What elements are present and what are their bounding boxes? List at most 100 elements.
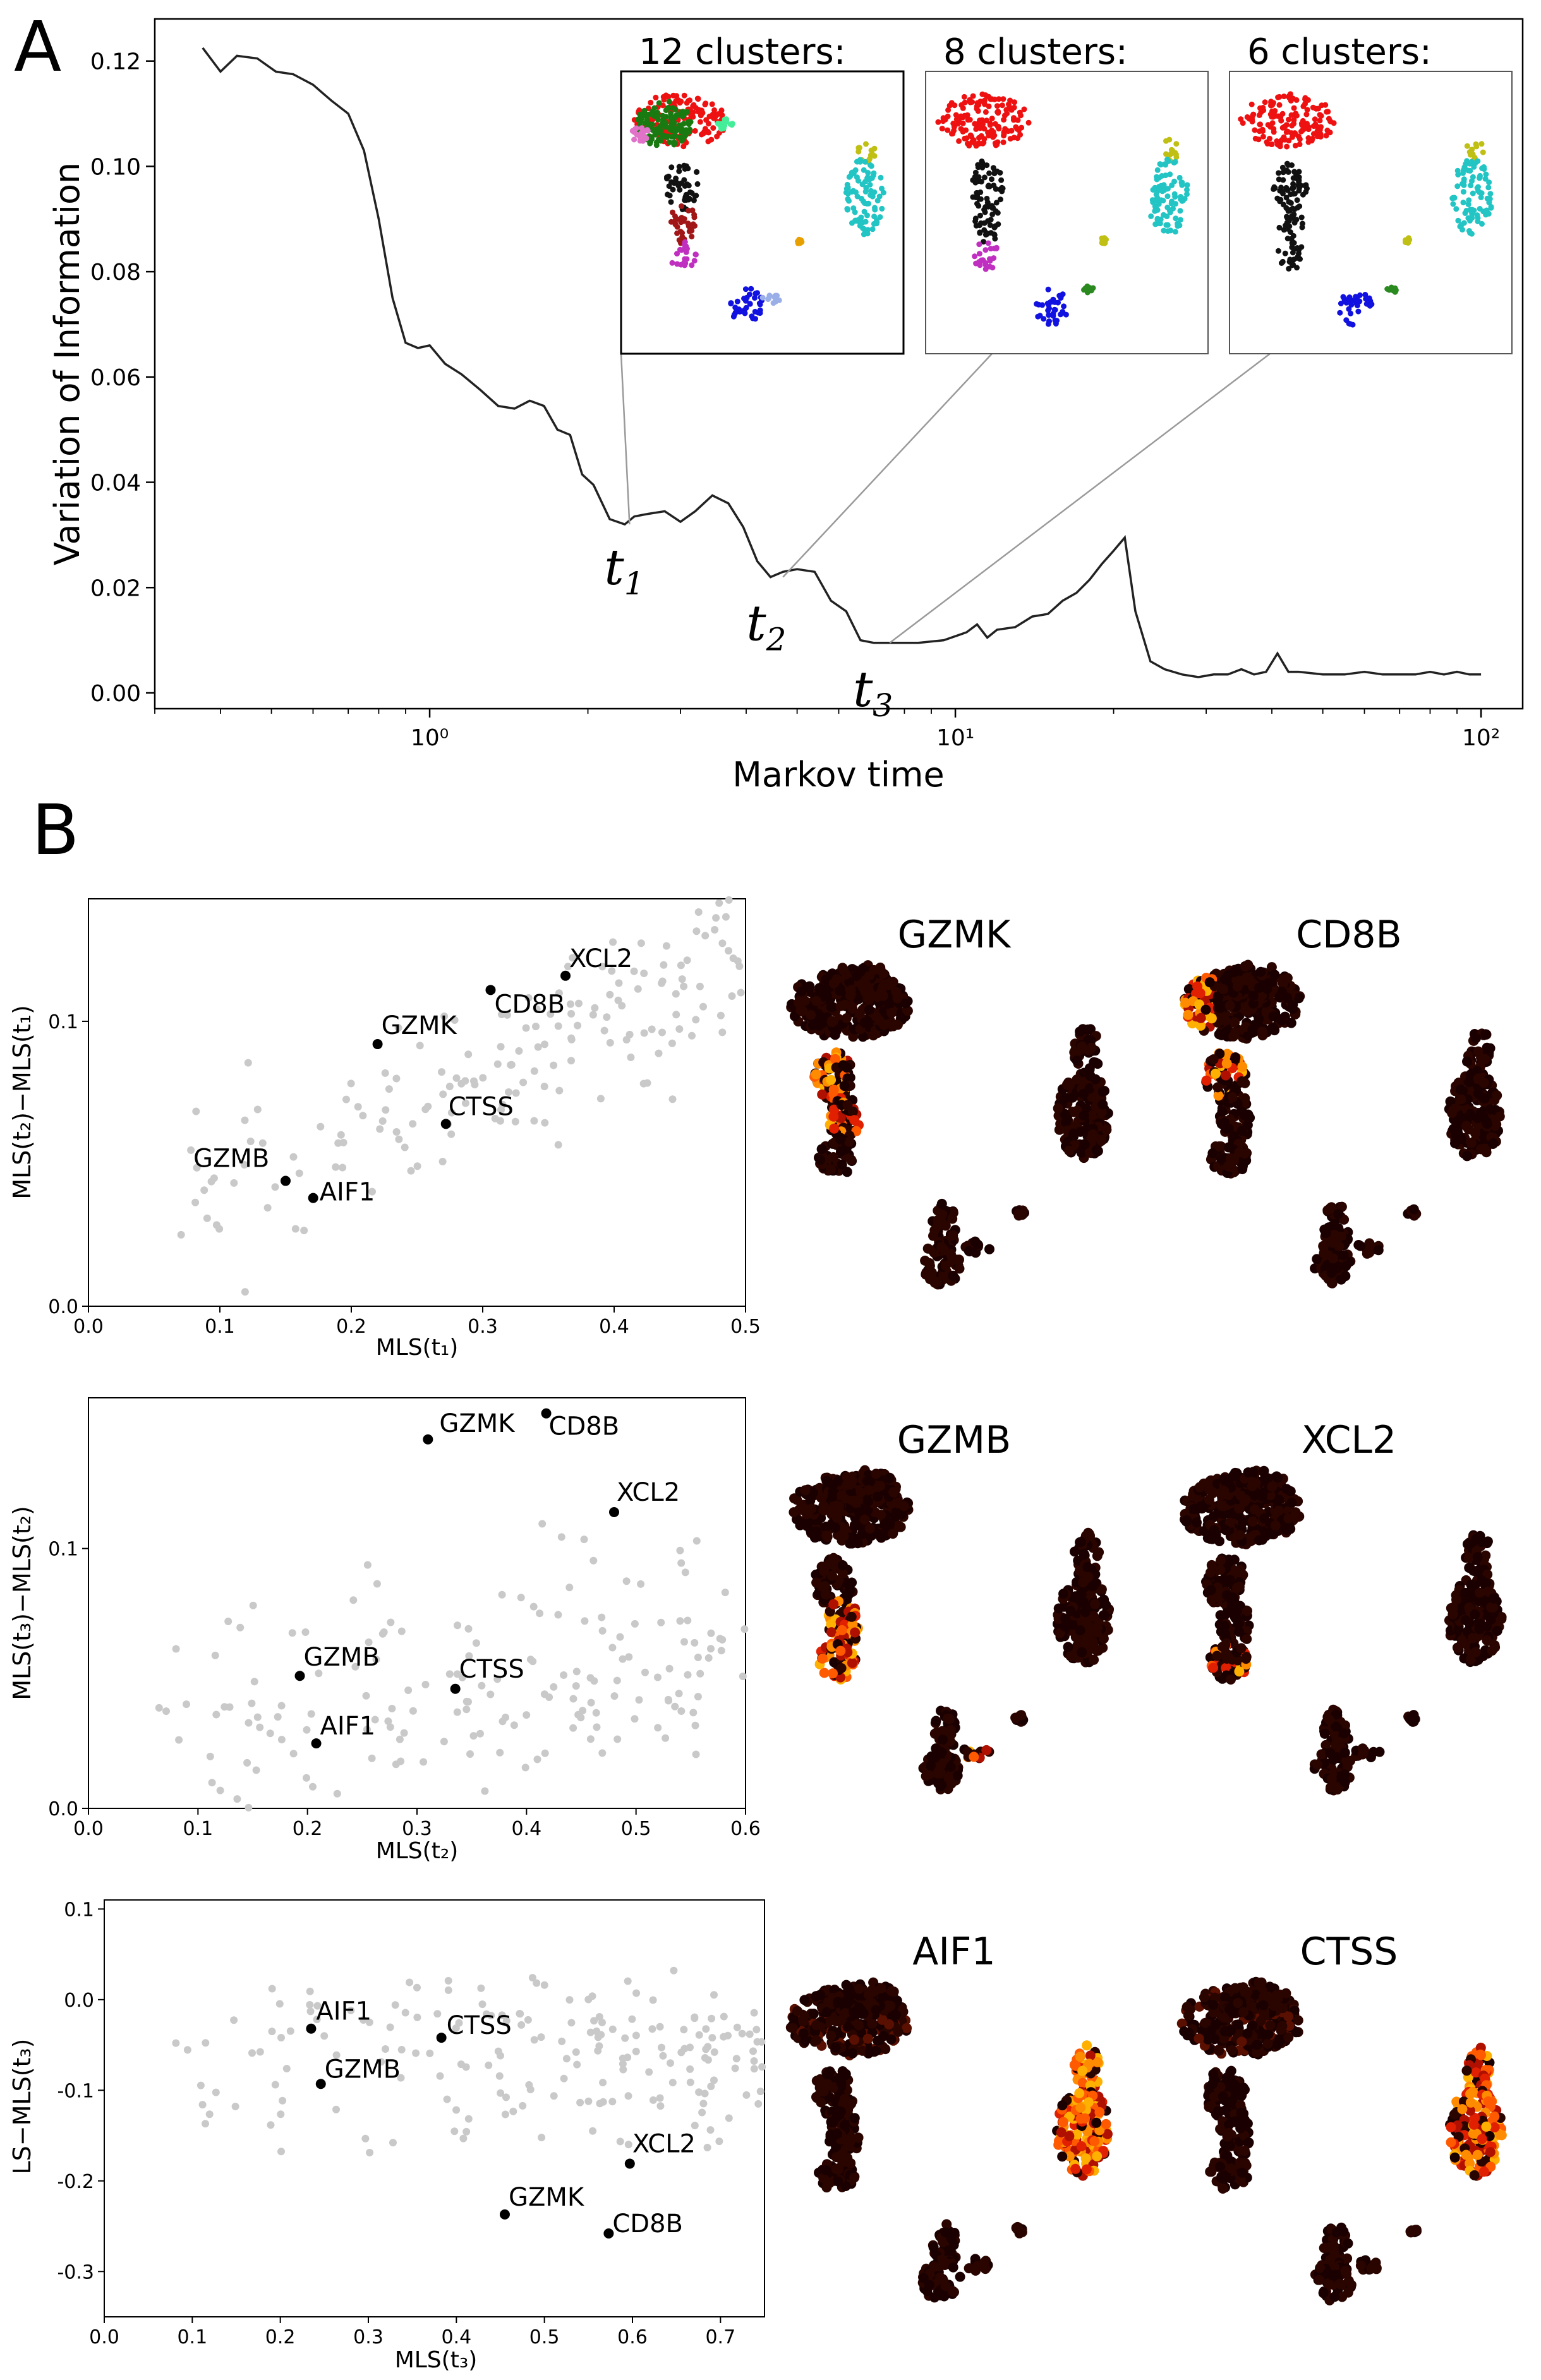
umap-right-point — [1454, 183, 1461, 189]
umap-blue-point — [1060, 309, 1066, 315]
s1-background-point — [407, 1167, 415, 1175]
vi-x-tick-label: 10¹ — [936, 725, 974, 751]
umap-right-point — [1488, 205, 1494, 211]
s1-background-point — [725, 947, 732, 955]
s3-background-point — [731, 2064, 739, 2072]
s3-background-point — [279, 2096, 287, 2105]
expression-cell-point — [1461, 1121, 1472, 1131]
s2-background-point — [662, 1734, 670, 1742]
s2-background-point — [469, 1732, 478, 1740]
umap-green-point — [665, 133, 671, 140]
umap-head-point — [692, 128, 698, 134]
umap-stemTop-point — [1276, 170, 1282, 176]
s2-point-ctss — [450, 1683, 461, 1694]
s1-background-point — [416, 1042, 424, 1050]
expression-cell-point — [890, 1511, 900, 1522]
s3-background-point — [172, 2039, 180, 2047]
umap-green-point — [656, 100, 662, 106]
umap-right-point — [1184, 182, 1190, 188]
umap-right-point — [871, 189, 878, 195]
umap-head-point — [970, 93, 976, 99]
expression-cell-point — [835, 1645, 846, 1656]
s2-background-point — [554, 1611, 562, 1619]
umap-rightTop-point — [1173, 141, 1180, 147]
umap-right-point — [1470, 190, 1476, 196]
s2-background-point — [462, 1705, 471, 1714]
umap-stemTop-point — [665, 174, 672, 180]
umap-right-point — [867, 162, 873, 168]
s1-background-point — [655, 1049, 663, 1057]
s2-x-tick-label: 0.3 — [402, 1818, 432, 1840]
s2-background-point — [277, 1736, 286, 1744]
s1-label-gzmb: GZMB — [193, 1145, 269, 1174]
expression-cell-point — [1236, 1126, 1247, 1136]
umap-stemMid-point — [1290, 205, 1296, 212]
s2-background-point — [396, 1735, 404, 1743]
umap-stemTop-point — [970, 194, 976, 200]
s2-background-point — [309, 1782, 317, 1791]
s1-point-ctss — [440, 1119, 451, 1129]
umap-head-point — [1272, 112, 1279, 119]
s3-background-point — [746, 2030, 754, 2038]
umap-blue-point — [1353, 294, 1359, 300]
umap-stemTop-point — [989, 176, 994, 183]
umap-green-point — [1384, 286, 1391, 292]
expression-cell-point — [945, 1714, 955, 1724]
umap-pink-point — [631, 136, 638, 143]
umap-stemTop-point — [675, 181, 681, 187]
umap-right-point — [1460, 200, 1466, 206]
umap-blue2-point — [774, 292, 780, 299]
s3-background-point — [708, 2034, 716, 2042]
expression-cell-point — [826, 1627, 837, 1638]
umap-head-point — [1284, 143, 1290, 150]
umap-green-point — [648, 134, 655, 140]
s1-background-point — [230, 1179, 238, 1187]
expression-cell-point — [1288, 1004, 1298, 1014]
s3-background-point — [572, 2048, 580, 2056]
s3-background-point — [397, 2046, 406, 2053]
umap-right-point — [874, 220, 879, 227]
expression-cell-point — [1091, 1145, 1102, 1155]
s3-background-point — [742, 2091, 751, 2099]
umap-right-point — [867, 182, 873, 188]
s1-background-point — [339, 1163, 347, 1172]
s1-y-tick-label: 0.1 — [48, 1011, 78, 1033]
expression-cell-point — [969, 1752, 979, 1762]
expression-cell-point — [1480, 1029, 1491, 1040]
expression-cell-point — [811, 1526, 821, 1537]
umap-blue-point — [1061, 303, 1067, 310]
s2-background-point — [580, 1536, 588, 1544]
expression-cell-point — [1248, 990, 1259, 1001]
s1-background-point — [672, 1011, 680, 1019]
s2-background-point — [453, 1708, 461, 1716]
expression-cell-point — [874, 1015, 885, 1026]
s3-y-tick-label: -0.1 — [57, 2080, 94, 2102]
s2-background-point — [373, 1580, 381, 1588]
umap-stemTop-point — [977, 189, 984, 195]
umap-right-point — [861, 167, 867, 173]
expression-cell-point — [1257, 1030, 1268, 1041]
s1-background-point — [381, 1069, 389, 1077]
s2-background-point — [631, 1620, 639, 1628]
umap-blue-point — [1046, 302, 1052, 308]
s3-background-point — [667, 2059, 674, 2067]
expression-cell-point — [888, 1529, 898, 1539]
expression-cell-point — [831, 974, 842, 985]
s3-y-axis-label: LS−MLS(t₃) — [8, 2039, 36, 2175]
umap-stemMid-point — [977, 230, 983, 236]
s3-background-point — [519, 2101, 527, 2110]
expression-cell-point — [1065, 1080, 1075, 1091]
s2-background-point — [586, 1735, 595, 1743]
umap-green-point — [684, 109, 691, 115]
umap-stemTop-point — [1280, 177, 1286, 183]
umap-head-point — [1002, 126, 1008, 132]
expression-cell-point — [1286, 1018, 1296, 1028]
s2-background-point — [691, 1721, 699, 1729]
s3-background-point — [277, 2110, 285, 2119]
s3-background-point — [590, 2017, 598, 2025]
expression-cell-point — [1067, 1092, 1078, 1103]
expression-map-gzmk: GZMK — [786, 913, 1113, 1290]
umap-stemTop-point — [677, 187, 683, 193]
s3-background-point — [524, 2016, 532, 2024]
expression-cell-point — [834, 1501, 845, 1512]
